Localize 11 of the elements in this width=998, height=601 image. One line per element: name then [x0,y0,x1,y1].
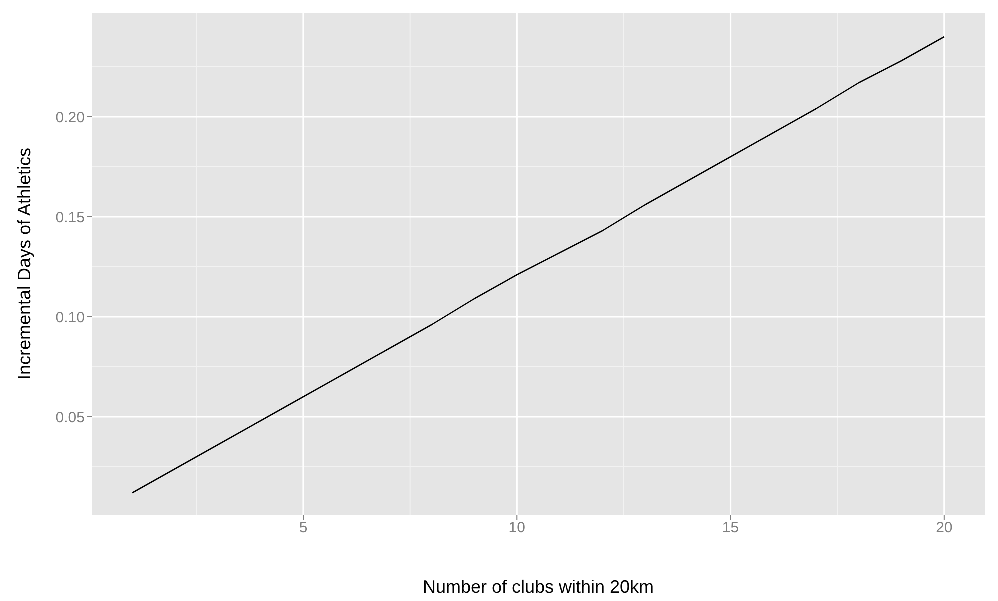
x-tick-label: 5 [299,520,308,537]
y-tick-label: 0.20 [56,109,85,126]
x-axis-title: Number of clubs within 20km [422,577,654,597]
y-tick-label: 0.10 [56,309,85,326]
x-tick-label: 10 [508,520,526,537]
y-tick-label: 0.15 [56,209,85,226]
x-tick-label: 15 [722,520,740,537]
y-tick-label: 0.05 [56,409,85,426]
line-series [132,36,946,494]
x-tick-label: 20 [936,520,953,537]
y-axis-title: Incremental Days of Athletics [14,148,34,380]
